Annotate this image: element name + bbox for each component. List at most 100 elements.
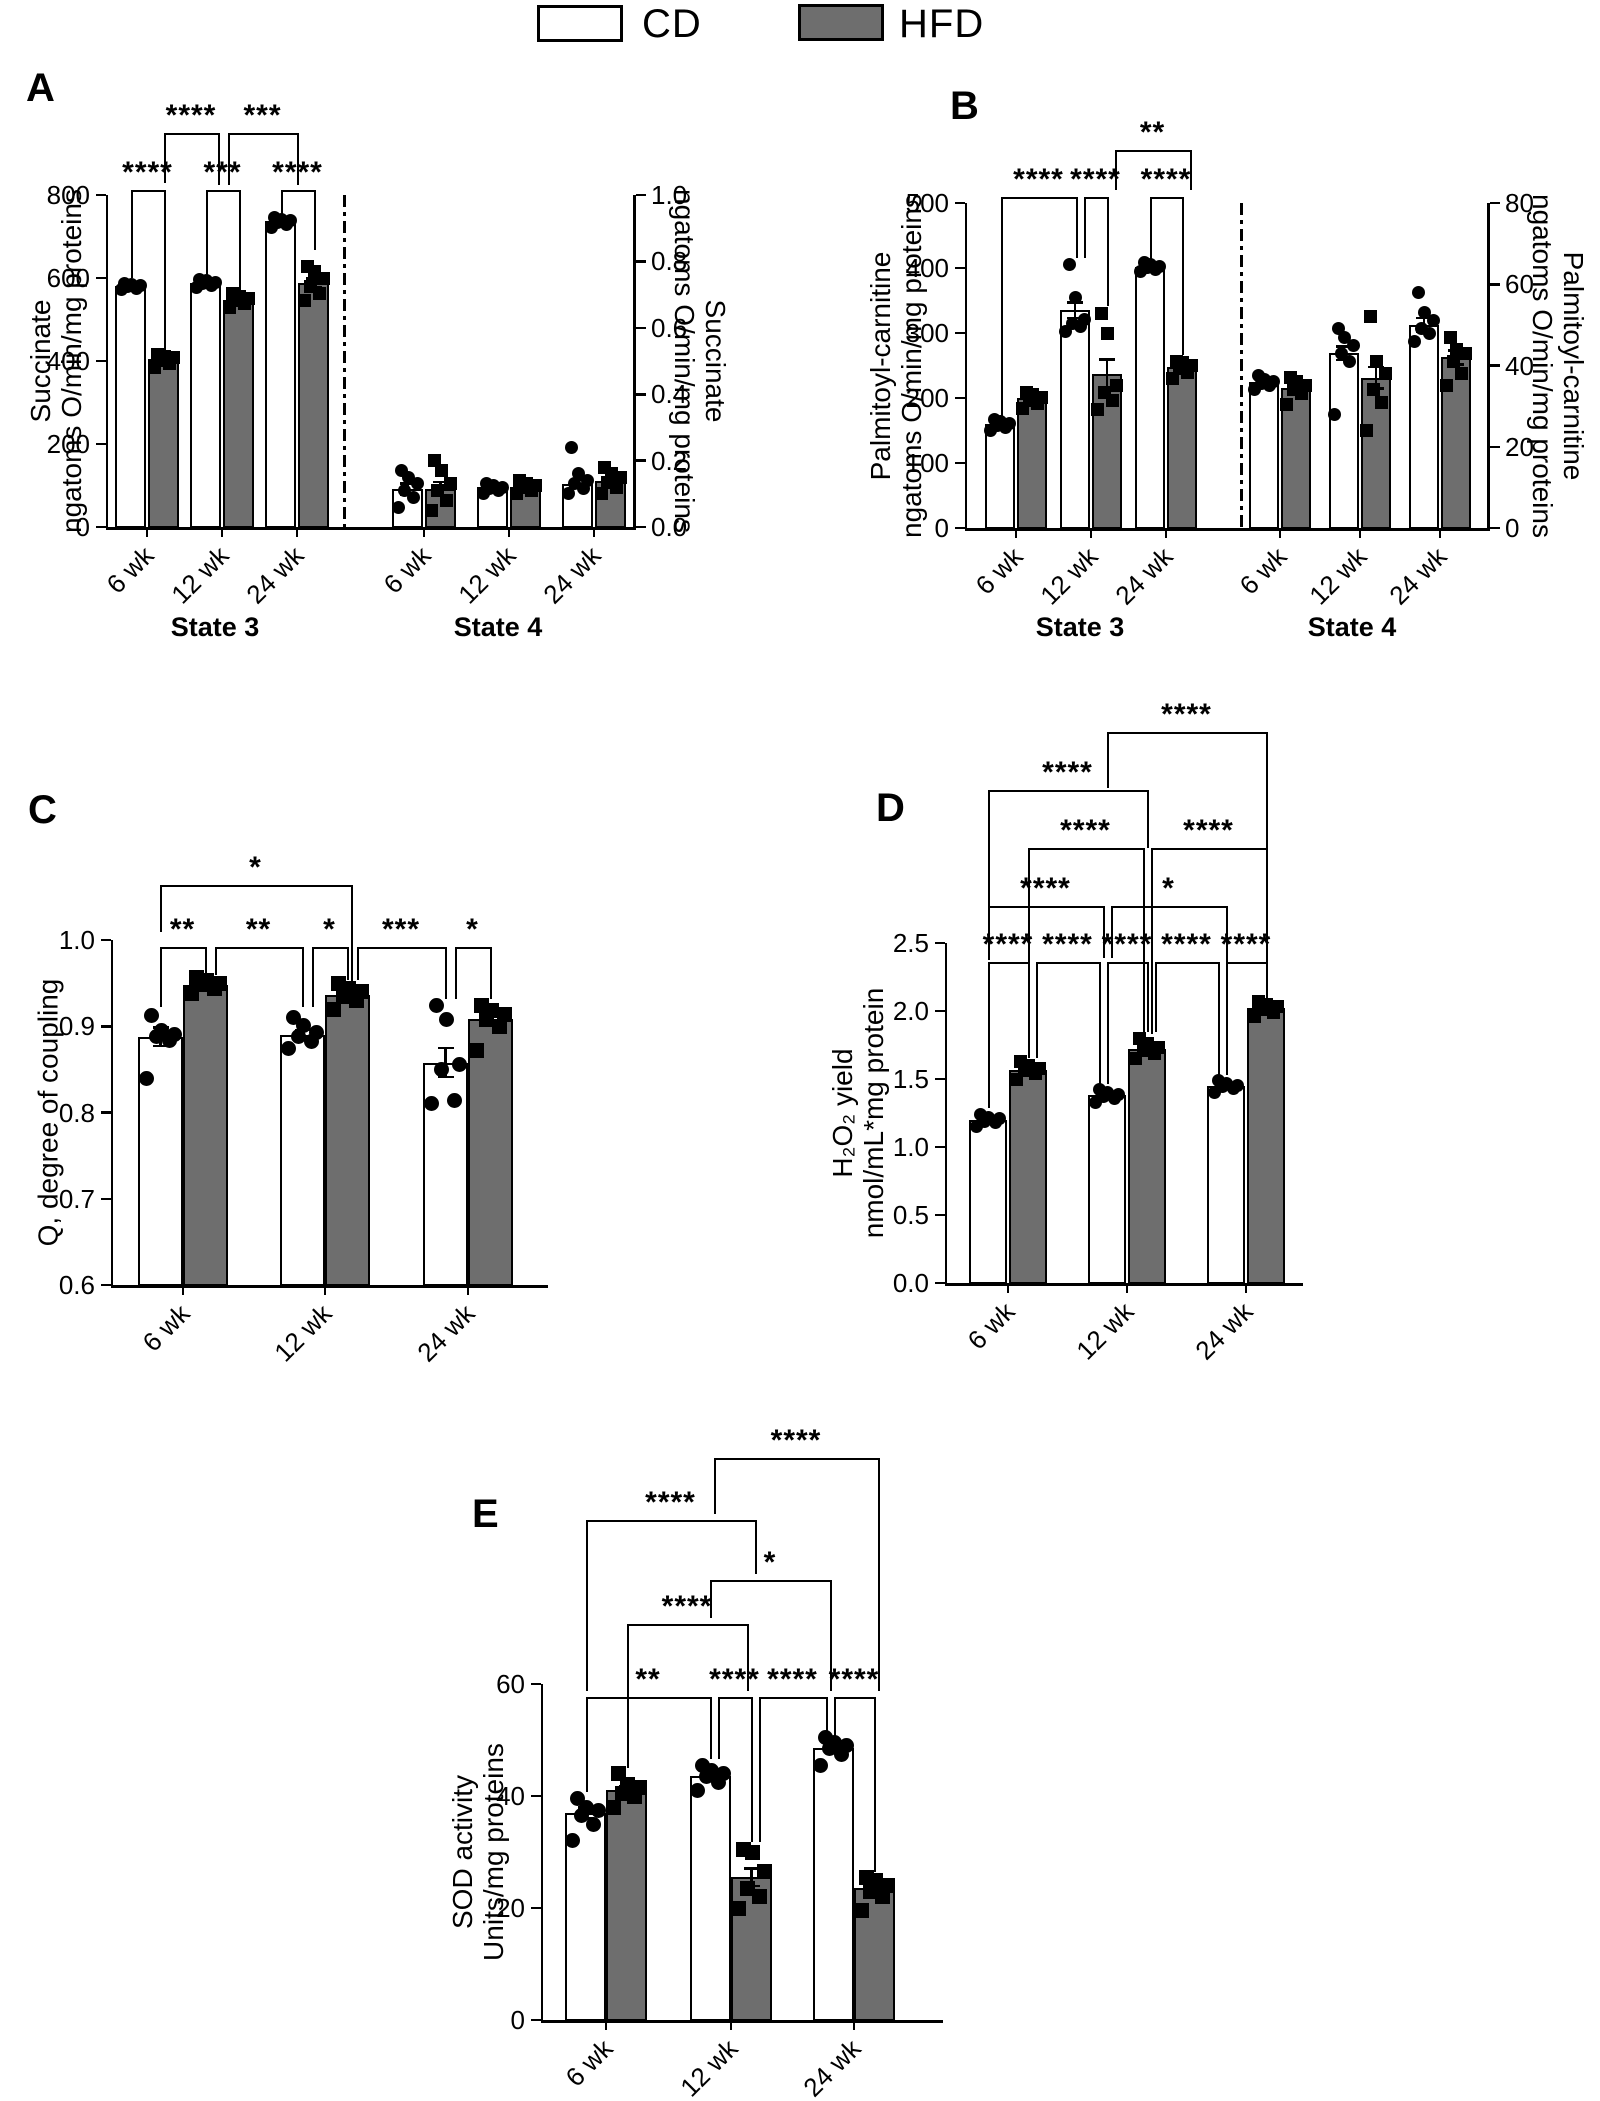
y-tick-left <box>101 938 111 942</box>
point-HFD <box>1166 372 1180 385</box>
sig-bracket <box>1084 197 1109 199</box>
x-tick <box>1089 528 1093 538</box>
point-CD <box>1408 334 1422 348</box>
sig-bracket <box>988 790 1149 792</box>
y-tick-left <box>955 331 965 335</box>
sig-bracket <box>160 885 353 887</box>
point-CD <box>398 484 412 497</box>
section-label: State 3 <box>1035 612 1125 642</box>
sig-stars: **** <box>1183 814 1234 847</box>
x-tick-label: 6 wk <box>961 1296 1021 1356</box>
x-tick <box>145 527 149 537</box>
point-CD <box>1334 346 1348 360</box>
y-tick-label-left: 0 <box>934 513 949 543</box>
sig-leg <box>878 1458 880 1691</box>
sig-leg <box>1107 962 1109 1084</box>
sig-bracket <box>281 190 316 192</box>
point-HFD <box>1013 1054 1027 1068</box>
error-bar <box>750 1867 753 1888</box>
y-axis-title-left-D: H₂O₂ yield nmol/mL*mg protein <box>827 987 889 1239</box>
legend-swatch-hfd <box>798 4 884 41</box>
point-CD <box>143 1008 159 1024</box>
sig-leg <box>314 190 316 250</box>
point-HFD <box>300 259 314 273</box>
x-axis <box>105 527 636 530</box>
y-tick-left <box>935 1213 945 1217</box>
sig-bracket <box>1028 848 1145 850</box>
y-tick-right <box>1489 283 1500 286</box>
point-HFD <box>325 1001 341 1017</box>
x-tick <box>729 2020 733 2030</box>
x-tick-label: 12 wk <box>674 2033 744 2101</box>
legend-label-cd: CD <box>642 2 702 46</box>
sig-leg <box>988 906 990 958</box>
x-tick <box>1014 528 1018 538</box>
point-HFD <box>497 1006 513 1022</box>
bar-C-12wk-HFD <box>325 995 370 1286</box>
panel-letter-B: B <box>950 84 979 128</box>
point-HFD <box>1109 378 1123 392</box>
y-tick-left <box>101 1283 111 1287</box>
sig-bracket <box>1155 962 1220 964</box>
point-CD <box>423 1096 439 1112</box>
x-tick <box>592 527 596 537</box>
sig-stars: **** <box>709 1663 760 1696</box>
section-divider <box>1240 203 1243 528</box>
sig-leg <box>455 947 457 999</box>
sig-leg <box>1001 197 1003 418</box>
y-axis-title-right-A: Succinate ngatoms O/min/mg proteins <box>669 189 731 533</box>
y-tick-label-right: 1.0 <box>651 180 688 210</box>
legend-swatch-cd <box>537 5 623 42</box>
point-CD <box>1092 1083 1106 1097</box>
y-tick-label-left: 0.6 <box>58 1270 95 1300</box>
sig-stars: **** <box>661 1590 713 1623</box>
x-tick <box>507 527 511 537</box>
point-CD <box>1231 1078 1245 1092</box>
point-CD <box>1411 285 1425 299</box>
y-tick-right <box>635 260 646 263</box>
y-tick-label-right: 20 <box>1505 431 1534 462</box>
sig-leg <box>131 190 133 278</box>
bar-A-12wk-HFD <box>223 299 254 528</box>
y-tick-left <box>101 1197 111 1200</box>
panel-letter-D: D <box>876 786 905 830</box>
sig-stars: * <box>323 913 336 946</box>
y-axis-right <box>633 195 636 530</box>
sig-leg <box>826 1697 828 1737</box>
y-tick-label-right: 0.6 <box>651 312 688 343</box>
point-CD <box>1328 407 1342 421</box>
bar-A-6wk-CD <box>115 286 146 528</box>
y-tick-left <box>101 1111 111 1114</box>
x-tick <box>1164 528 1168 538</box>
bar-B-12wk-CD <box>1329 353 1359 529</box>
point-CD <box>1062 258 1076 272</box>
sig-stars: **** <box>1220 928 1272 961</box>
sig-leg <box>1107 197 1109 306</box>
y-tick-label-left: 800 <box>46 180 90 210</box>
point-HFD <box>1446 354 1460 368</box>
y-tick-left <box>96 525 106 529</box>
sig-leg <box>1099 962 1101 1084</box>
point-HFD <box>304 279 318 293</box>
sig-leg <box>586 1697 588 1792</box>
bar-B-6wk-CD <box>985 424 1015 529</box>
bar-A-6wk-HFD <box>148 358 179 528</box>
sig-leg <box>160 885 162 932</box>
y-axis-title-left-C: Q, degree of coupling <box>32 978 64 1247</box>
sig-bracket <box>160 947 207 949</box>
sig-bracket <box>1115 150 1192 152</box>
point-HFD <box>880 1878 895 1894</box>
y-tick-label-right: 0.8 <box>651 246 688 277</box>
y-tick-label-right: 40 <box>1505 350 1534 381</box>
point-HFD <box>1440 379 1454 393</box>
y-tick-right <box>1489 526 1500 530</box>
point-CD <box>1112 1087 1126 1101</box>
x-tick-label: 24 wk <box>411 1298 481 1368</box>
y-tick-left <box>955 461 965 465</box>
sig-leg <box>1103 906 1105 958</box>
y-tick-label-right: 0.2 <box>651 445 688 476</box>
sig-stars: **** <box>1101 928 1153 961</box>
point-HFD <box>1375 395 1389 409</box>
y-tick-label-right: 0.0 <box>651 512 688 542</box>
sig-leg <box>988 962 990 1108</box>
